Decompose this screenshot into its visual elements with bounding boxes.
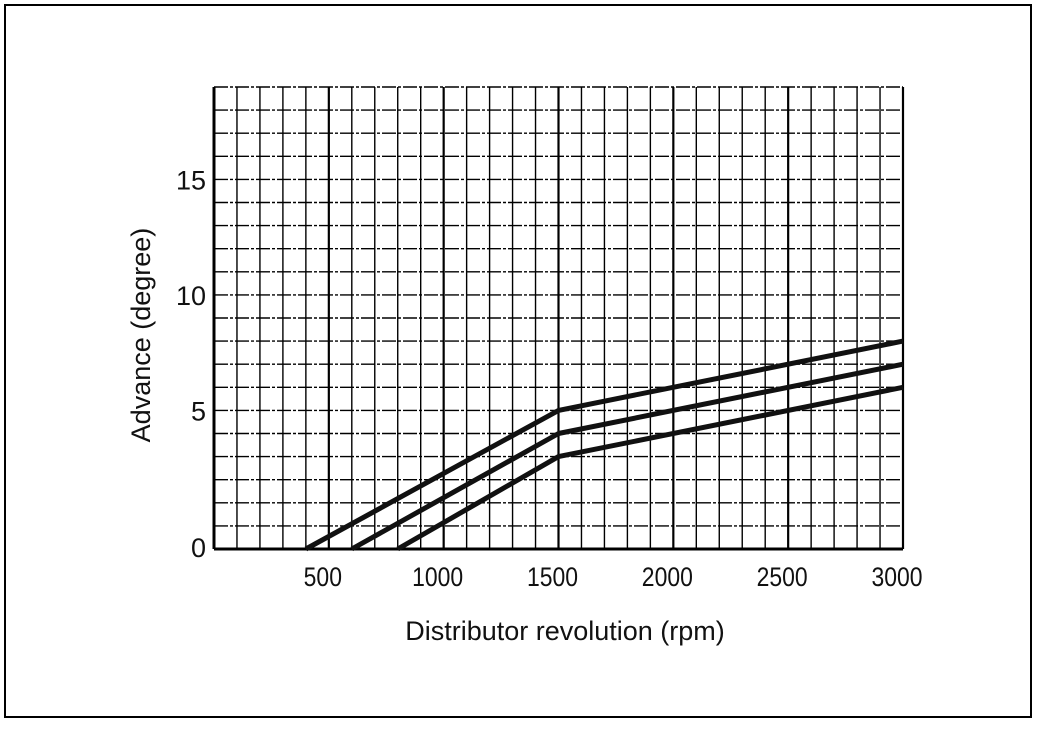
y-axis-label: Advance (degree): [126, 228, 156, 443]
series-line-standard: [350, 361, 904, 552]
series-line-upper-limit: [304, 338, 904, 552]
series-line-lower-limit: [396, 384, 904, 552]
y-tick-label: 10: [176, 281, 206, 311]
x-tick-label: 500: [304, 562, 342, 592]
x-tick-label: 1500: [527, 562, 578, 592]
y-tick-label: 15: [176, 166, 206, 196]
figure-frame: [4, 4, 1032, 718]
x-tick-label: 2500: [757, 562, 808, 592]
y-tick-label: 0: [191, 533, 206, 563]
x-tick-label: 3000: [871, 562, 922, 592]
x-tick-label: 2000: [642, 562, 693, 592]
x-tick-label: 1000: [412, 562, 463, 592]
x-axis-label: Distributor revolution (rpm): [405, 616, 725, 646]
y-tick-label: 5: [191, 397, 206, 427]
